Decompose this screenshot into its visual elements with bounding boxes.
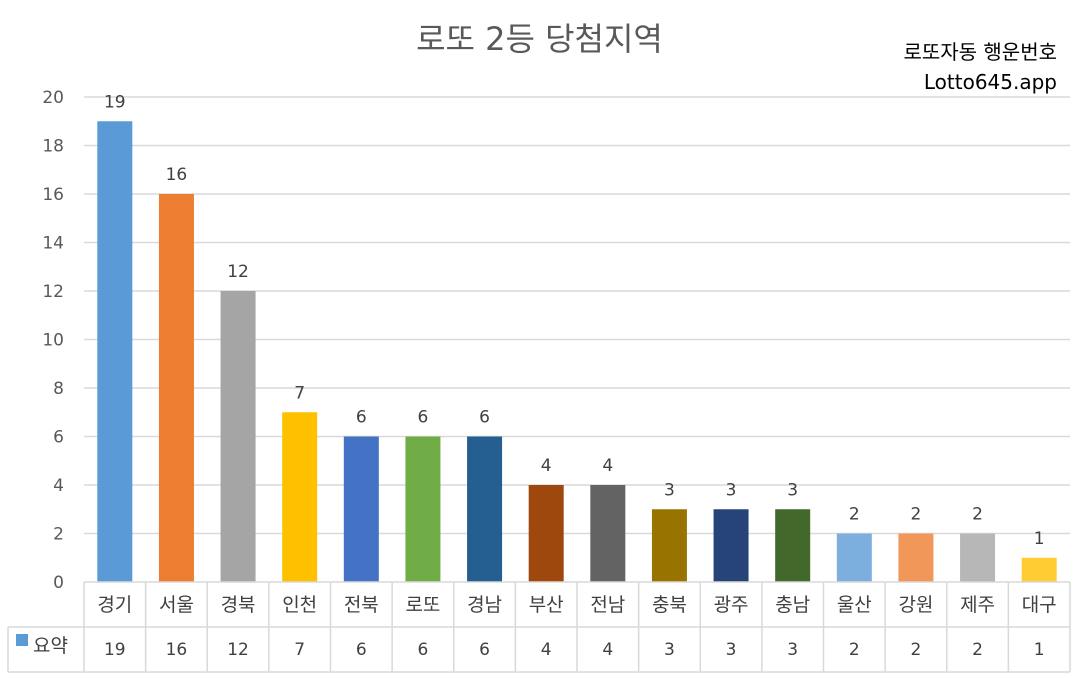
category-label: 울산 xyxy=(837,594,872,616)
data-label: 7 xyxy=(294,383,305,403)
table-value: 3 xyxy=(726,640,737,660)
bar xyxy=(960,533,996,582)
data-label: 3 xyxy=(787,480,798,500)
y-tick-label: 4 xyxy=(53,476,64,496)
bar xyxy=(220,291,256,582)
table-value: 3 xyxy=(787,640,798,660)
bar xyxy=(898,533,934,582)
bar xyxy=(158,194,194,582)
y-tick-label: 18 xyxy=(42,137,64,157)
bar xyxy=(282,412,318,582)
bar xyxy=(651,509,687,582)
bar xyxy=(405,436,441,582)
series-name: 요약 xyxy=(33,635,68,657)
category-label: 강원 xyxy=(898,594,933,616)
table-value: 16 xyxy=(166,640,188,660)
category-label: 제주 xyxy=(960,594,995,616)
category-label: 충북 xyxy=(652,594,687,616)
category-label: 전북 xyxy=(344,594,379,616)
data-label: 19 xyxy=(104,92,126,112)
bar xyxy=(343,436,379,582)
bar xyxy=(528,485,564,582)
category-label: 로또 xyxy=(405,594,440,616)
table-value: 4 xyxy=(602,640,613,660)
bar xyxy=(775,509,811,582)
data-label: 3 xyxy=(726,480,737,500)
table-value: 6 xyxy=(418,640,429,660)
category-label: 전남 xyxy=(590,594,625,616)
data-label: 6 xyxy=(418,408,429,428)
category-label: 광주 xyxy=(714,594,749,616)
bar xyxy=(836,533,872,582)
table-value: 7 xyxy=(294,640,305,660)
y-tick-label: 14 xyxy=(42,234,64,254)
data-label: 6 xyxy=(479,408,490,428)
category-label: 경남 xyxy=(467,594,502,616)
y-tick-label: 16 xyxy=(42,185,64,205)
table-value: 3 xyxy=(664,640,675,660)
data-label: 2 xyxy=(849,505,860,525)
data-label: 1 xyxy=(1034,529,1045,549)
data-label: 4 xyxy=(602,456,613,476)
watermark-site-name: 로또자동 행운번호 xyxy=(903,40,1057,64)
table-value: 4 xyxy=(541,640,552,660)
legend-key xyxy=(16,634,28,646)
data-label: 2 xyxy=(911,505,922,525)
bar xyxy=(1021,557,1057,582)
category-label: 대구 xyxy=(1022,594,1057,616)
table-value: 6 xyxy=(356,640,367,660)
table-value: 2 xyxy=(911,640,922,660)
table-value: 2 xyxy=(972,640,983,660)
bar xyxy=(590,485,626,582)
y-tick-label: 8 xyxy=(53,379,64,399)
bar xyxy=(97,121,133,582)
category-label: 경기 xyxy=(97,594,132,616)
category-label: 부산 xyxy=(529,594,564,616)
table-value: 2 xyxy=(849,640,860,660)
bar xyxy=(467,436,503,582)
y-tick-label: 20 xyxy=(42,88,64,108)
y-tick-label: 0 xyxy=(53,573,64,593)
data-label: 3 xyxy=(664,480,675,500)
y-tick-label: 12 xyxy=(42,282,64,302)
data-label: 16 xyxy=(166,165,188,185)
category-label: 서울 xyxy=(159,594,194,616)
table-value: 19 xyxy=(104,640,126,660)
data-label: 4 xyxy=(541,456,552,476)
y-tick-label: 2 xyxy=(53,525,64,545)
bar xyxy=(713,509,749,582)
data-label: 12 xyxy=(227,262,249,282)
y-tick-label: 10 xyxy=(42,331,64,351)
table-value: 12 xyxy=(227,640,249,660)
chart-title: 로또 2등 당첨지역 xyxy=(416,20,663,58)
category-label: 충남 xyxy=(775,594,810,616)
data-label: 6 xyxy=(356,408,367,428)
watermark-url: Lotto645.app xyxy=(923,70,1057,94)
table-value: 1 xyxy=(1034,640,1045,660)
y-tick-label: 6 xyxy=(53,428,64,448)
category-label: 인천 xyxy=(282,594,317,616)
data-label: 2 xyxy=(972,505,983,525)
category-label: 경북 xyxy=(221,594,256,616)
table-value: 6 xyxy=(479,640,490,660)
